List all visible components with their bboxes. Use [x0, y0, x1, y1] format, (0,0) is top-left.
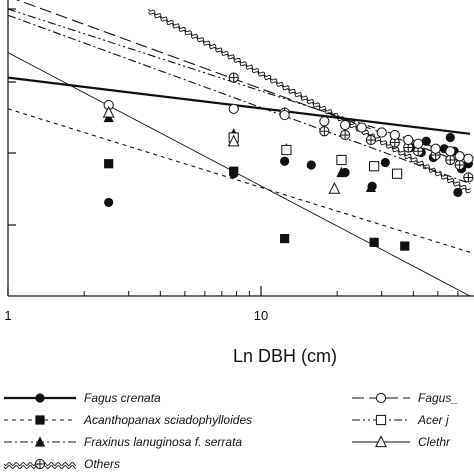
- legend-label: Acanthopanax sciadophylloides: [83, 413, 252, 427]
- legend-label: Fagus_: [418, 391, 458, 405]
- data-point: [369, 161, 380, 172]
- data-point: [228, 72, 239, 83]
- legend-marker: [34, 458, 46, 470]
- data-point: [227, 134, 240, 147]
- legend-item: Acer j: [352, 413, 449, 427]
- legend-item: Fagus_: [352, 391, 458, 405]
- data-point: [389, 129, 400, 141]
- fit-line: [148, 8, 471, 191]
- plot-area: [8, 0, 474, 296]
- data-point: [454, 159, 465, 171]
- data-point: [280, 234, 290, 244]
- data-point: [413, 138, 424, 149]
- data-point: [340, 129, 351, 141]
- data-point: [281, 144, 292, 156]
- data-point: [421, 136, 431, 146]
- data-point: [104, 159, 114, 169]
- legend: Fagus crenata Acanthopanax sciadophylloid…: [3, 391, 458, 471]
- data-point: [280, 156, 290, 166]
- data-point: [445, 146, 456, 157]
- legend-marker: [35, 393, 45, 403]
- data-point: [319, 116, 330, 127]
- data-point: [102, 105, 115, 118]
- data-point: [104, 197, 114, 208]
- data-point: [365, 134, 377, 146]
- data-point: [356, 122, 367, 133]
- fit-lines: [8, 0, 471, 296]
- legend-marker: [34, 436, 46, 447]
- data-point: [369, 237, 379, 247]
- data-point: [365, 181, 377, 193]
- data-point: [336, 166, 347, 178]
- x-axis-title: Ln DBH (cm): [233, 346, 337, 366]
- data-point: [228, 103, 239, 114]
- data-point: [445, 132, 455, 143]
- data-point: [463, 153, 474, 164]
- axes: 1 10 Ln DBH (cm): [4, 0, 474, 366]
- data-point: [380, 157, 390, 168]
- legend-label: Clethr: [418, 435, 451, 449]
- data-point: [430, 143, 441, 154]
- data-point: [336, 154, 347, 166]
- legend-label: Fraxinus lanuginosa f. serrata: [84, 435, 242, 449]
- fit-line: [8, 76, 471, 135]
- legend-item: Others: [3, 457, 120, 471]
- legend-item: Fraxinus lanuginosa f. serrata: [4, 435, 242, 449]
- fit-line: [15, 0, 471, 166]
- data-point: [400, 241, 410, 251]
- data-point: [445, 154, 456, 166]
- data-point: [279, 109, 290, 121]
- data-point: [319, 126, 330, 137]
- data-point: [328, 181, 341, 194]
- x-tick-label: 1: [4, 308, 11, 323]
- data-point: [340, 119, 351, 131]
- fit-line-second-stroke: [148, 11, 471, 194]
- data-point: [463, 172, 474, 183]
- legend-item: Fagus crenata: [4, 391, 161, 405]
- fit-line: [8, 52, 471, 296]
- data-point: [306, 160, 316, 170]
- fit-line: [8, 14, 471, 185]
- data-point: [403, 134, 414, 146]
- data-point: [376, 127, 387, 138]
- legend-marker: [375, 435, 387, 448]
- x-tick-label: 10: [254, 308, 268, 323]
- legend-label: Fagus crenata: [84, 391, 161, 405]
- data-point: [454, 151, 465, 162]
- data-point: [229, 166, 239, 176]
- legend-marker: [35, 415, 45, 425]
- data-points: [102, 72, 474, 251]
- legend-label: Others: [84, 457, 120, 471]
- data-point: [453, 187, 463, 198]
- legend-marker: [375, 414, 387, 426]
- legend-item: Acanthopanax sciadophylloides: [4, 413, 252, 427]
- legend-marker: [375, 392, 387, 404]
- fit-line: [8, 8, 471, 160]
- legend-item: Clethr: [352, 435, 451, 449]
- legend-label: Acer j: [417, 413, 449, 427]
- fit-line: [8, 108, 471, 253]
- data-point: [391, 168, 403, 179]
